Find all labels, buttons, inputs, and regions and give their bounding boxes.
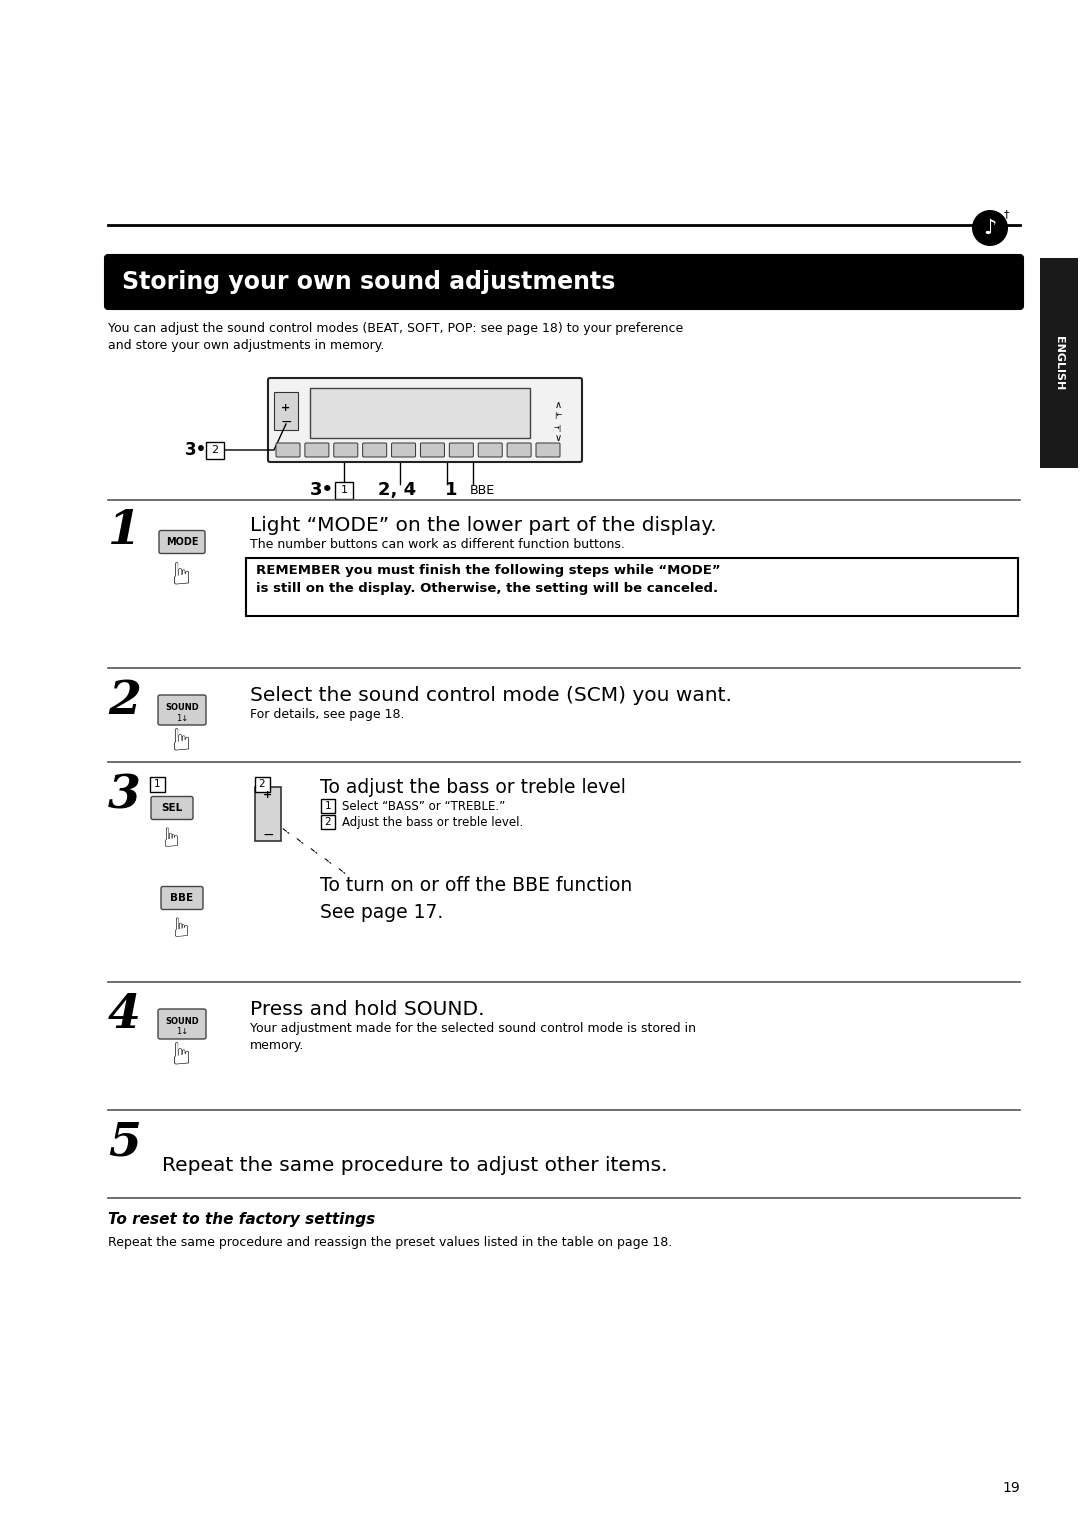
Text: 2: 2 xyxy=(259,779,266,788)
Text: SOUND: SOUND xyxy=(165,1016,199,1025)
FancyBboxPatch shape xyxy=(159,530,205,553)
FancyBboxPatch shape xyxy=(305,443,329,457)
Text: 1↓: 1↓ xyxy=(176,1027,188,1036)
FancyBboxPatch shape xyxy=(449,443,473,457)
FancyBboxPatch shape xyxy=(334,443,357,457)
FancyBboxPatch shape xyxy=(255,776,270,792)
Text: 1: 1 xyxy=(108,507,140,555)
Text: REMEMBER you must finish the following steps while “MODE”
is still on the displa: REMEMBER you must finish the following s… xyxy=(256,564,720,594)
FancyBboxPatch shape xyxy=(206,442,224,458)
Text: Light “MODE” on the lower part of the display.: Light “MODE” on the lower part of the di… xyxy=(249,516,717,535)
Text: 1↓: 1↓ xyxy=(176,714,188,723)
Text: Select the sound control mode (SCM) you want.: Select the sound control mode (SCM) you … xyxy=(249,686,732,704)
Text: You can adjust the sound control modes (BEAT, SOFT, POP: see page 18) to your pr: You can adjust the sound control modes (… xyxy=(108,322,684,351)
Text: †: † xyxy=(1003,209,1009,219)
Text: 3•: 3• xyxy=(185,442,207,458)
Text: |←: |← xyxy=(554,411,562,419)
Text: +: + xyxy=(264,790,272,801)
Text: 2: 2 xyxy=(212,445,218,455)
Text: 3: 3 xyxy=(108,772,140,817)
FancyBboxPatch shape xyxy=(161,886,203,909)
Text: Repeat the same procedure and reassign the preset values listed in the table on : Repeat the same procedure and reassign t… xyxy=(108,1236,672,1248)
Text: −: − xyxy=(280,416,292,429)
Text: ☞: ☞ xyxy=(167,723,197,750)
Text: 4: 4 xyxy=(108,992,140,1038)
FancyBboxPatch shape xyxy=(536,443,561,457)
Text: Repeat the same procedure to adjust other items.: Repeat the same procedure to adjust othe… xyxy=(162,1157,667,1175)
FancyBboxPatch shape xyxy=(151,796,193,819)
FancyBboxPatch shape xyxy=(363,443,387,457)
Bar xyxy=(255,787,281,840)
FancyBboxPatch shape xyxy=(420,443,445,457)
Text: 19: 19 xyxy=(1002,1481,1020,1494)
FancyBboxPatch shape xyxy=(321,814,335,830)
Text: 2: 2 xyxy=(108,678,140,724)
Text: MODE: MODE xyxy=(165,536,199,547)
Text: Storing your own sound adjustments: Storing your own sound adjustments xyxy=(122,270,616,293)
Text: ∧: ∧ xyxy=(554,400,562,410)
FancyBboxPatch shape xyxy=(508,443,531,457)
FancyBboxPatch shape xyxy=(158,695,206,724)
Circle shape xyxy=(972,209,1008,246)
Text: 1: 1 xyxy=(445,481,458,500)
FancyBboxPatch shape xyxy=(321,799,335,813)
Text: Select “BASS” or “TREBLE.”: Select “BASS” or “TREBLE.” xyxy=(342,799,505,813)
Text: 1: 1 xyxy=(153,779,160,788)
FancyBboxPatch shape xyxy=(392,443,416,457)
Text: ☞: ☞ xyxy=(167,1036,197,1063)
FancyBboxPatch shape xyxy=(149,776,164,792)
Text: BBE: BBE xyxy=(171,892,193,903)
Text: Press and hold SOUND.: Press and hold SOUND. xyxy=(249,999,485,1019)
Bar xyxy=(1040,258,1078,468)
Text: −: − xyxy=(262,828,274,842)
FancyBboxPatch shape xyxy=(335,481,353,500)
FancyBboxPatch shape xyxy=(478,443,502,457)
FancyBboxPatch shape xyxy=(276,443,300,457)
Text: 5: 5 xyxy=(108,1120,140,1166)
Bar xyxy=(310,388,530,439)
Text: For details, see page 18.: For details, see page 18. xyxy=(249,707,405,721)
Text: 2: 2 xyxy=(325,817,332,827)
Text: SEL: SEL xyxy=(161,804,183,813)
Text: SOUND: SOUND xyxy=(165,703,199,712)
Text: 1: 1 xyxy=(340,484,348,495)
Text: →|: →| xyxy=(554,425,562,431)
Bar xyxy=(246,558,1018,616)
Text: ☞: ☞ xyxy=(168,912,195,935)
Text: +: + xyxy=(282,403,291,413)
Bar xyxy=(274,393,298,429)
Text: ☞: ☞ xyxy=(159,822,185,847)
Text: To turn on or off the BBE function
See page 17.: To turn on or off the BBE function See p… xyxy=(320,876,632,921)
Text: To adjust the bass or treble level: To adjust the bass or treble level xyxy=(320,778,626,798)
Text: ☞: ☞ xyxy=(167,556,197,584)
FancyBboxPatch shape xyxy=(105,255,1023,309)
FancyBboxPatch shape xyxy=(158,1008,206,1039)
Text: The number buttons can work as different function buttons.: The number buttons can work as different… xyxy=(249,538,625,552)
Text: To reset to the factory settings: To reset to the factory settings xyxy=(108,1212,375,1227)
Text: 1: 1 xyxy=(325,801,332,811)
Text: 3•: 3• xyxy=(310,481,334,500)
Text: Adjust the bass or treble level.: Adjust the bass or treble level. xyxy=(342,816,523,828)
FancyBboxPatch shape xyxy=(268,377,582,461)
Text: ENGLISH: ENGLISH xyxy=(1054,336,1064,390)
Text: ∨: ∨ xyxy=(554,432,562,443)
Text: 2, 4: 2, 4 xyxy=(378,481,416,500)
Text: Your adjustment made for the selected sound control mode is stored in
memory.: Your adjustment made for the selected so… xyxy=(249,1022,696,1051)
Text: ♪: ♪ xyxy=(983,219,997,238)
Text: BBE: BBE xyxy=(470,483,495,497)
